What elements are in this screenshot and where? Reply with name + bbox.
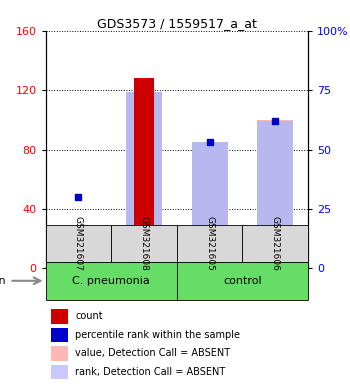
Text: percentile rank within the sample: percentile rank within the sample [75, 330, 240, 340]
Bar [51, 309, 68, 323]
Text: infection: infection [0, 276, 6, 286]
Bar [191, 142, 228, 268]
Text: rank, Detection Call = ABSENT: rank, Detection Call = ABSENT [75, 367, 225, 377]
Text: count: count [75, 311, 103, 321]
Text: GSM321607: GSM321607 [74, 216, 83, 271]
Bar [51, 365, 68, 379]
Text: GSM321608: GSM321608 [139, 216, 148, 271]
Bar [46, 262, 177, 300]
Bar [177, 225, 242, 262]
Bar [257, 120, 293, 268]
Bar [46, 225, 111, 262]
Bar [126, 93, 162, 268]
Bar [134, 78, 154, 268]
Bar [177, 262, 308, 300]
Bar [51, 346, 68, 361]
Text: value, Detection Call = ABSENT: value, Detection Call = ABSENT [75, 348, 230, 358]
Text: GSM321605: GSM321605 [205, 216, 214, 271]
Title: GDS3573 / 1559517_a_at: GDS3573 / 1559517_a_at [97, 17, 257, 30]
Text: GSM321606: GSM321606 [271, 216, 280, 271]
Text: C. pneumonia: C. pneumonia [72, 276, 150, 286]
Bar [60, 238, 96, 268]
Bar [111, 225, 177, 262]
Bar [51, 328, 68, 342]
Bar [242, 225, 308, 262]
Bar [191, 145, 228, 268]
Text: control: control [223, 276, 262, 286]
Bar [257, 121, 293, 268]
